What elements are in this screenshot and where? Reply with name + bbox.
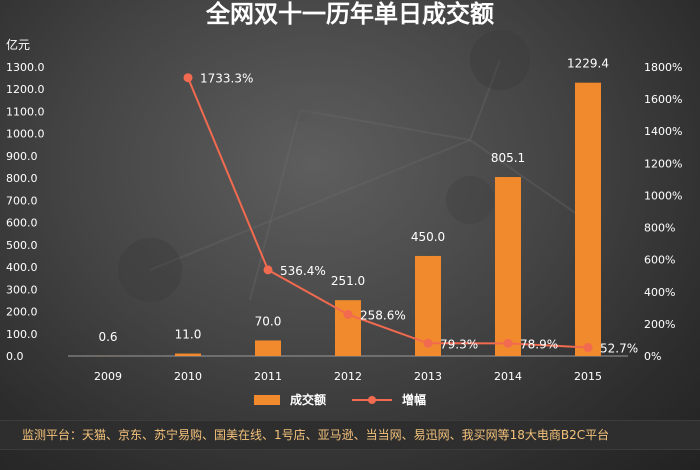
bar-value-label: 805.1 <box>491 151 525 165</box>
y-right-tick-label: 1200% <box>644 157 682 170</box>
line-data-labels: 1733.3% 536.4% 258.6% 79.3% 78.9% 52.7% <box>200 72 638 356</box>
bar-value-label: 0.6 <box>98 330 117 344</box>
y-left-tick-label: 500.0 <box>6 239 38 252</box>
y-right-tick-label: 1000% <box>644 189 682 202</box>
line-path <box>187 77 589 349</box>
bar-data-labels: 0.6 11.0 70.0 251.0 450.0 805.1 1229.4 <box>98 57 609 344</box>
y-left-tick-label: 1300.0 <box>6 61 45 74</box>
line-value-label: 258.6% <box>360 308 406 322</box>
y-left-tick-label: 1000.0 <box>6 128 45 141</box>
line-point <box>343 309 353 319</box>
chart-svg: 全网双十一历年单日成交额 亿元 0.0 100.0 200.0 300.0 400.0 5… <box>6 0 682 407</box>
bar <box>175 353 201 356</box>
bar <box>575 82 601 357</box>
y-left-tick-label: 0.0 <box>6 350 24 363</box>
bar-value-label: 450.0 <box>411 230 445 244</box>
bar-value-label: 251.0 <box>331 274 365 288</box>
y-left-tick-label: 1100.0 <box>6 105 45 118</box>
x-tick-label: 2013 <box>414 370 442 383</box>
y-left-tick-label: 100.0 <box>6 328 38 341</box>
y-left-tick-label: 400.0 <box>6 261 38 274</box>
legend-line-label: 增幅 <box>402 392 426 407</box>
bar-value-label: 11.0 <box>175 328 202 342</box>
line-point <box>423 338 433 348</box>
line-value-label: 78.9% <box>520 337 558 351</box>
bar <box>255 340 281 356</box>
chart-title: 全网双十一历年单日成交额 <box>205 0 494 28</box>
y-left-axis: 0.0 100.0 200.0 300.0 400.0 500.0 600.0 700.0 80… <box>6 61 45 363</box>
y-left-tick-label: 800.0 <box>6 172 38 185</box>
y-left-tick-label: 700.0 <box>6 194 38 207</box>
legend-bar-label: 成交额 <box>290 392 326 407</box>
x-tick-label: 2014 <box>494 370 522 383</box>
bar-value-label: 1229.4 <box>567 57 609 71</box>
x-tick-label: 2010 <box>174 370 202 383</box>
line-point <box>503 338 513 348</box>
line-point <box>583 343 593 353</box>
y-left-tick-label: 1200.0 <box>6 83 45 96</box>
y-right-tick-label: 800% <box>644 222 675 235</box>
y-left-unit-label: 亿元 <box>6 37 30 52</box>
line-value-label: 52.7% <box>600 342 638 356</box>
line-value-label: 1733.3% <box>200 72 253 86</box>
x-tick-label: 2012 <box>334 370 362 383</box>
line-value-label: 536.4% <box>280 264 326 278</box>
bar <box>495 177 521 356</box>
y-right-axis: 0% 200% 400% 600% 800% 1000% 1200% 1400% 1600% 18… <box>644 61 682 363</box>
line-point <box>183 73 193 83</box>
y-right-tick-label: 0% <box>644 350 661 363</box>
y-right-tick-label: 400% <box>644 286 675 299</box>
legend: 成交额 增幅 <box>254 392 426 407</box>
y-right-tick-label: 600% <box>644 254 675 267</box>
y-left-tick-label: 600.0 <box>6 217 38 230</box>
y-right-tick-label: 200% <box>644 318 675 331</box>
bar-value-label: 70.0 <box>255 314 282 328</box>
line-point <box>263 265 273 275</box>
y-left-tick-label: 900.0 <box>6 150 38 163</box>
legend-line-marker <box>368 396 376 404</box>
legend-bar-swatch <box>254 395 280 405</box>
y-right-tick-label: 1600% <box>644 93 682 106</box>
y-right-tick-label: 1800% <box>644 61 682 74</box>
x-tick-label: 2009 <box>94 370 122 383</box>
data-source-note: 监测平台：天猫、京东、苏宁易购、国美在线、1号店、亚马逊、当当网、易迅网、我买网… <box>0 420 700 450</box>
y-left-tick-label: 200.0 <box>6 306 38 319</box>
x-tick-label: 2015 <box>574 370 602 383</box>
line-series <box>183 73 593 353</box>
line-value-label: 79.3% <box>440 337 478 351</box>
background-decoration <box>118 30 601 302</box>
x-axis: 2009 2010 2011 2012 2013 2014 2015 <box>94 370 602 383</box>
y-right-tick-label: 1400% <box>644 125 682 138</box>
x-tick-label: 2011 <box>254 370 282 383</box>
y-left-tick-label: 300.0 <box>6 283 38 296</box>
